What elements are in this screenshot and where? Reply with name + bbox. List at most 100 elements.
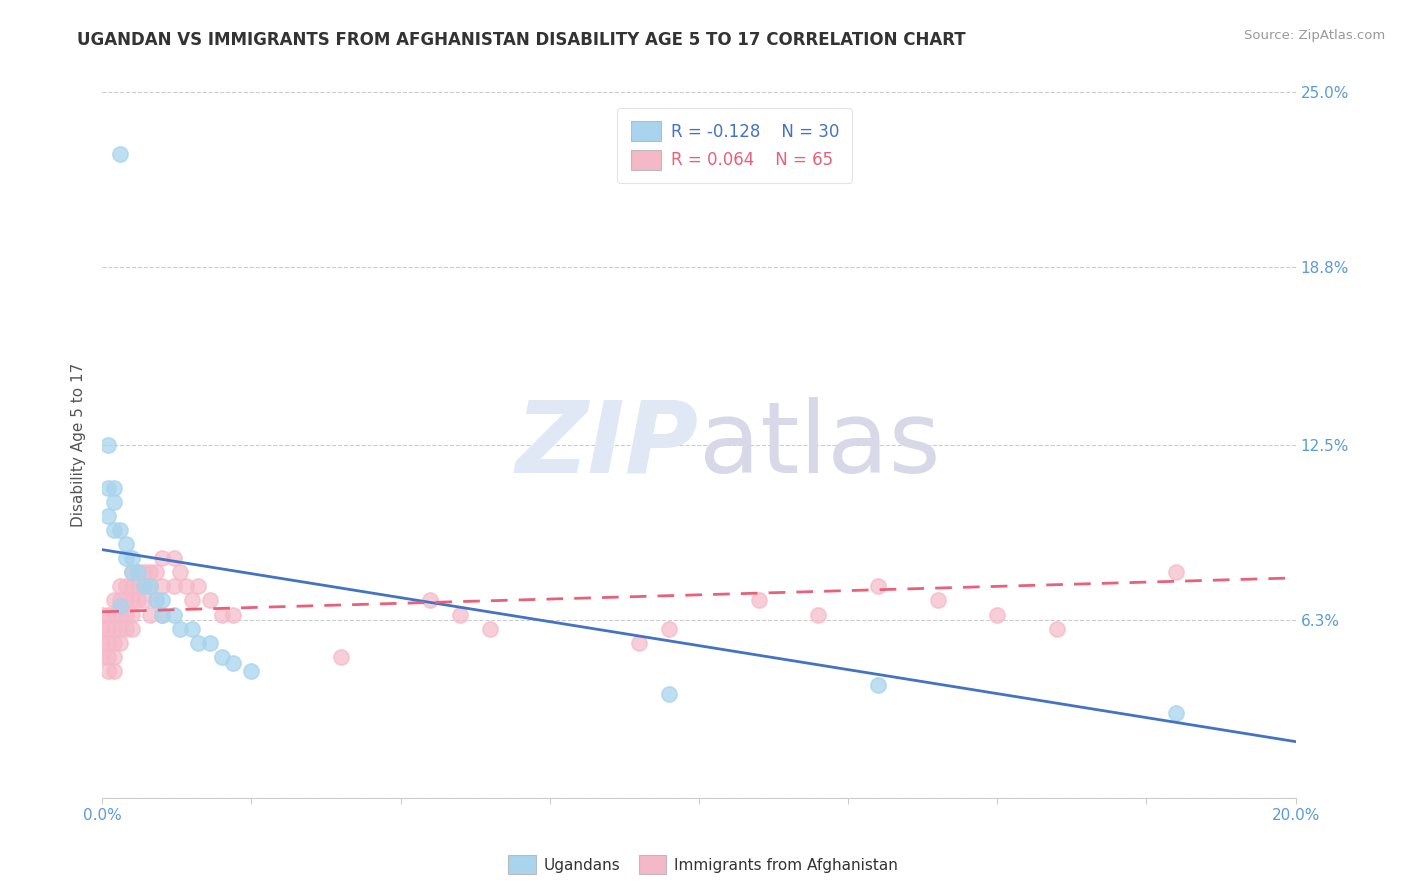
Point [187, 579, 209, 593]
Text: ZIP: ZIP [516, 397, 699, 493]
Point [163, 579, 186, 593]
Point [121, 593, 143, 607]
Point [658, 622, 681, 636]
Point [97, 607, 120, 622]
Point [986, 607, 1008, 622]
Point [927, 593, 949, 607]
Point [108, 599, 131, 613]
Point [240, 664, 263, 678]
Point [121, 566, 143, 580]
Point [150, 607, 173, 622]
Point [108, 523, 131, 537]
Point [97, 664, 120, 678]
Point [163, 607, 186, 622]
Point [127, 593, 149, 607]
Point [139, 566, 162, 580]
Point [108, 579, 131, 593]
Point [145, 566, 167, 580]
Point [103, 649, 125, 664]
Point [108, 636, 131, 650]
Y-axis label: Disability Age 5 to 17: Disability Age 5 to 17 [72, 363, 86, 527]
Point [127, 579, 149, 593]
Legend: Ugandans, Immigrants from Afghanistan: Ugandans, Immigrants from Afghanistan [502, 849, 904, 880]
Point [132, 566, 155, 580]
Point [115, 607, 138, 622]
Point [121, 566, 143, 580]
Point [103, 607, 125, 622]
Point [150, 607, 173, 622]
Point [1166, 706, 1188, 721]
Point [628, 636, 651, 650]
Point [91, 607, 114, 622]
Point [866, 678, 889, 692]
Point [127, 566, 149, 580]
Point [115, 593, 138, 607]
Point [91, 649, 114, 664]
Point [91, 622, 114, 636]
Point [419, 593, 441, 607]
Point [127, 566, 149, 580]
Point [866, 579, 889, 593]
Point [132, 579, 155, 593]
Point [169, 622, 191, 636]
Point [103, 622, 125, 636]
Point [103, 636, 125, 650]
Point [132, 593, 155, 607]
Point [180, 622, 202, 636]
Point [103, 664, 125, 678]
Point [748, 593, 770, 607]
Point [169, 566, 191, 580]
Point [479, 622, 502, 636]
Point [222, 607, 245, 622]
Point [211, 649, 233, 664]
Point [329, 649, 352, 664]
Point [97, 508, 120, 523]
Point [91, 636, 114, 650]
Point [121, 551, 143, 566]
Point [139, 579, 162, 593]
Text: UGANDAN VS IMMIGRANTS FROM AFGHANISTAN DISABILITY AGE 5 TO 17 CORRELATION CHART: UGANDAN VS IMMIGRANTS FROM AFGHANISTAN D… [77, 31, 966, 49]
Text: Source: ZipAtlas.com: Source: ZipAtlas.com [1244, 29, 1385, 42]
Point [103, 523, 125, 537]
Point [145, 593, 167, 607]
Point [211, 607, 233, 622]
Point [108, 147, 131, 161]
Point [139, 607, 162, 622]
Point [108, 622, 131, 636]
Point [115, 622, 138, 636]
Point [115, 537, 138, 551]
Point [103, 593, 125, 607]
Point [163, 551, 186, 566]
Point [108, 593, 131, 607]
Point [1166, 566, 1188, 580]
Point [807, 607, 830, 622]
Text: atlas: atlas [699, 397, 941, 493]
Point [97, 438, 120, 452]
Point [658, 687, 681, 701]
Point [121, 579, 143, 593]
Point [180, 593, 202, 607]
Point [187, 636, 209, 650]
Point [97, 481, 120, 495]
Point [103, 494, 125, 508]
Point [115, 551, 138, 566]
Point [145, 593, 167, 607]
Point [97, 636, 120, 650]
Point [198, 593, 221, 607]
Point [174, 579, 197, 593]
Point [121, 607, 143, 622]
Point [1046, 622, 1069, 636]
Point [150, 551, 173, 566]
Point [132, 579, 155, 593]
Point [449, 607, 471, 622]
Point [97, 649, 120, 664]
Point [97, 622, 120, 636]
Point [150, 593, 173, 607]
Point [150, 579, 173, 593]
Point [121, 622, 143, 636]
Point [103, 481, 125, 495]
Point [108, 607, 131, 622]
Point [139, 579, 162, 593]
Legend: R = -0.128    N = 30, R = 0.064    N = 65: R = -0.128 N = 30, R = 0.064 N = 65 [617, 108, 852, 184]
Point [198, 636, 221, 650]
